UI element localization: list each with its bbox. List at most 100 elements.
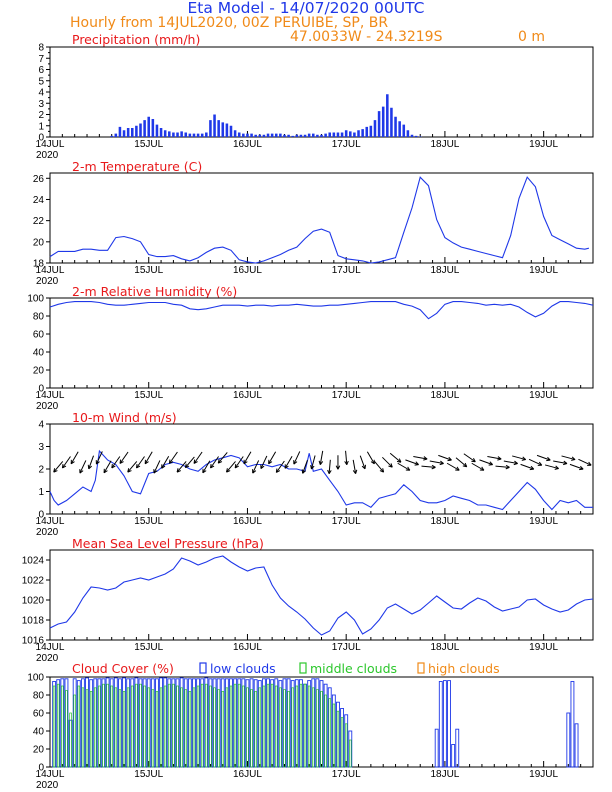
middle-cloud-bar bbox=[312, 687, 315, 768]
middle-cloud-bar bbox=[180, 687, 183, 768]
middle-cloud-bar bbox=[250, 689, 253, 768]
wind-arrow-head bbox=[62, 465, 67, 469]
wind-arrow-head bbox=[210, 463, 212, 469]
middle-cloud-bar bbox=[155, 691, 159, 768]
precip-bar bbox=[291, 135, 294, 137]
wind-arrow-head bbox=[352, 470, 357, 474]
middle-cloud-bar bbox=[143, 685, 146, 768]
wind-arrow-head bbox=[185, 465, 190, 469]
middle-cloud-bar bbox=[114, 687, 118, 768]
low-cloud-bar bbox=[574, 723, 579, 768]
temp-xtick-label: 17JUL bbox=[332, 265, 361, 276]
wind-arrow-head bbox=[218, 461, 223, 464]
wind-arrow bbox=[413, 456, 428, 460]
mslp-panel: Mean Sea Level Pressure (hPa) 1016 1018 102… bbox=[22, 536, 594, 664]
wind-arrow-head bbox=[252, 470, 257, 474]
precip-bar bbox=[274, 133, 278, 137]
precip-bar bbox=[328, 132, 332, 137]
precip-bar bbox=[213, 114, 216, 137]
wind-arrow bbox=[397, 462, 411, 471]
low-cloud-bar bbox=[566, 712, 571, 768]
wind-ytick-label: 3 bbox=[38, 442, 44, 453]
precip-bar bbox=[242, 133, 245, 137]
precip-bar bbox=[155, 124, 159, 137]
mslp-ytick-label: 1020 bbox=[22, 596, 45, 607]
middle-cloud-bar bbox=[279, 687, 282, 768]
wind-arrow-head bbox=[396, 460, 402, 463]
wind-ytick-label: 1 bbox=[38, 487, 44, 498]
wind-arrow-head bbox=[382, 468, 385, 473]
wind-arrow-head bbox=[119, 461, 124, 464]
wind-arrow bbox=[544, 464, 559, 470]
rh-ytick-label: 20 bbox=[33, 366, 45, 377]
wind-arrow-head bbox=[497, 456, 502, 460]
middle-cloud-bar bbox=[332, 703, 336, 768]
wind-xtick-label: 16JUL bbox=[233, 516, 262, 527]
middle-cloud-bar bbox=[246, 687, 249, 768]
precip-frame bbox=[49, 46, 594, 138]
low-cloud-bar bbox=[451, 744, 456, 768]
cloud-ytick-label: 20 bbox=[33, 745, 45, 756]
wind-arrow bbox=[405, 459, 419, 466]
wind-arrow-head bbox=[423, 456, 428, 460]
middle-cloud-bar bbox=[118, 689, 122, 768]
legend-label-1: middle clouds bbox=[310, 661, 397, 676]
wind-arrow-head bbox=[379, 470, 384, 473]
mslp-ytick-label: 1022 bbox=[22, 576, 45, 587]
wind-arrow-head bbox=[555, 465, 559, 469]
middle-cloud-bar bbox=[283, 689, 286, 768]
precip-bar bbox=[114, 133, 118, 137]
wind-arrow bbox=[153, 460, 161, 474]
wind-arrow-head bbox=[119, 459, 122, 464]
precip-bar bbox=[357, 130, 360, 137]
precip-bar bbox=[188, 133, 192, 137]
precip-bar bbox=[390, 107, 393, 137]
precip-bar bbox=[410, 134, 414, 137]
wind-arrow-head bbox=[226, 470, 231, 473]
middle-cloud-bar bbox=[77, 685, 81, 768]
middle-cloud-bar bbox=[192, 687, 196, 768]
precip-year-label: 2020 bbox=[36, 150, 59, 161]
temp-panel: 2-m Temperature (C) 18 20 22 24 26 14JUL 15JUL 1… bbox=[33, 159, 594, 287]
middle-cloud-bar bbox=[163, 685, 167, 768]
precip-bar bbox=[192, 133, 196, 137]
wind-xtick-label: 18JUL bbox=[430, 516, 459, 527]
precip-bar bbox=[163, 130, 167, 137]
precip-bar bbox=[283, 134, 286, 137]
wind-arrow-head bbox=[344, 461, 348, 465]
wind-arrow-head bbox=[423, 458, 428, 461]
precip-bar bbox=[122, 130, 126, 137]
precip-ytick-label: 4 bbox=[38, 88, 44, 99]
wind-arrow-head bbox=[521, 459, 526, 461]
precip-bar bbox=[200, 133, 204, 137]
middle-cloud-bar bbox=[184, 689, 187, 768]
wind-arrow-head bbox=[571, 456, 576, 460]
precip-bar bbox=[316, 134, 319, 137]
precip-bar bbox=[303, 134, 307, 137]
mslp-xtick-label: 15JUL bbox=[134, 642, 163, 653]
precip-bar bbox=[180, 131, 183, 137]
mslp-title: Mean Sea Level Pressure (hPa) bbox=[72, 536, 264, 551]
rh-frame bbox=[49, 297, 594, 389]
wind-arrow bbox=[243, 451, 252, 465]
precip-bar bbox=[418, 136, 422, 137]
wind-line bbox=[49, 449, 593, 511]
low-cloud-bar bbox=[438, 681, 443, 768]
precip-bar bbox=[246, 133, 249, 137]
precip-bar bbox=[135, 125, 138, 137]
wind-arrow-head bbox=[53, 470, 58, 473]
wind-arrow bbox=[210, 456, 219, 469]
middle-cloud-bar bbox=[291, 687, 294, 768]
wind-arrow bbox=[389, 452, 402, 463]
precip-bar bbox=[172, 132, 175, 137]
wind-arrow-head bbox=[462, 465, 467, 468]
precip-bar bbox=[373, 120, 377, 137]
wind-arrow bbox=[352, 459, 357, 474]
legend-label-2: high clouds bbox=[428, 661, 500, 676]
precip-bar bbox=[381, 106, 385, 137]
middle-cloud-bar bbox=[233, 683, 237, 768]
wind-arrow bbox=[310, 455, 316, 470]
wind-arrow-head bbox=[514, 460, 518, 464]
